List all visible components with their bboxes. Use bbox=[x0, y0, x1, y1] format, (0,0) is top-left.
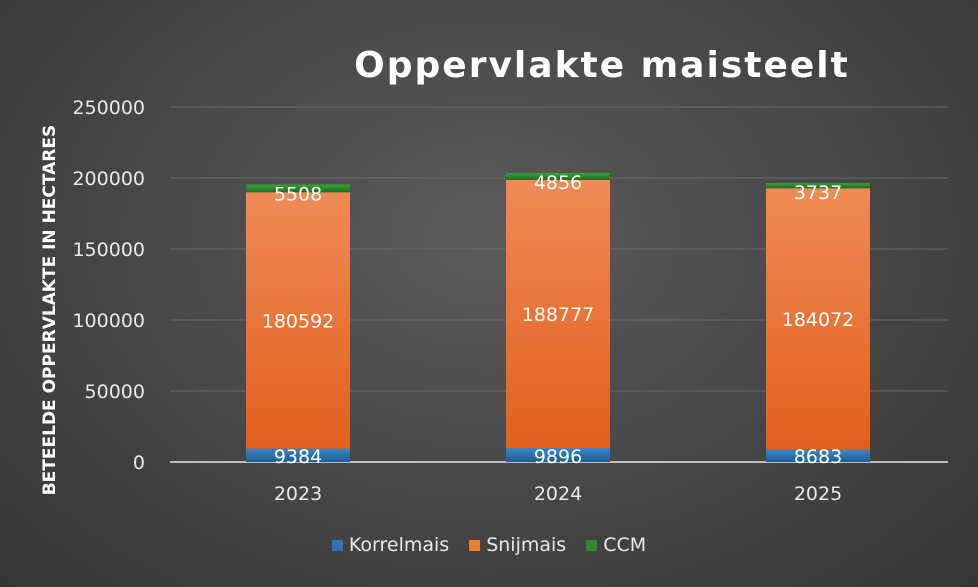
y-axis-label: BETEELDE OPPERVLAKTE IN HECTARES bbox=[40, 125, 60, 496]
data-label: 5508 bbox=[274, 183, 322, 205]
y-tick-label: 200000 bbox=[72, 168, 145, 190]
data-label: 188777 bbox=[522, 304, 595, 326]
bar-segment-snijmais bbox=[506, 179, 610, 448]
data-label: 184072 bbox=[782, 309, 855, 331]
legend-swatch bbox=[586, 539, 598, 551]
legend-label: Snijmais bbox=[486, 534, 567, 556]
bar-segment-korrelmais bbox=[506, 447, 610, 462]
x-tick-label: 2023 bbox=[274, 483, 322, 505]
bar-segment-snijmais bbox=[766, 188, 870, 450]
data-label: 3737 bbox=[794, 182, 842, 204]
data-label: 4856 bbox=[534, 172, 582, 194]
y-tick-label: 100000 bbox=[72, 310, 145, 332]
data-label: 180592 bbox=[262, 310, 335, 332]
data-label: 9384 bbox=[274, 446, 322, 468]
legend-label: Korrelmais bbox=[348, 534, 450, 556]
bar-segment-ccm bbox=[766, 182, 870, 189]
bar-segment-korrelmais bbox=[766, 449, 870, 462]
y-tick-label: 0 bbox=[133, 452, 145, 474]
y-tick-label: 150000 bbox=[72, 239, 145, 261]
legend-item: Snijmais bbox=[469, 534, 566, 556]
y-tick-label: 50000 bbox=[85, 381, 145, 403]
chart-title: Oppervlakte maisteelt bbox=[354, 45, 850, 86]
legend-item: CCM bbox=[586, 534, 646, 556]
y-tick-label: 250000 bbox=[72, 97, 145, 119]
bar-segment-ccm bbox=[246, 184, 350, 193]
legend: Korrelmais Snijmais CCM bbox=[0, 534, 978, 556]
data-label: 9896 bbox=[534, 446, 582, 468]
bar-segment-ccm bbox=[506, 172, 610, 180]
legend-swatch bbox=[331, 539, 343, 551]
legend-swatch bbox=[469, 539, 481, 551]
legend-label: CCM bbox=[603, 534, 647, 556]
legend-item: Korrelmais bbox=[331, 534, 450, 556]
bar-segment-snijmais bbox=[246, 192, 350, 449]
x-tick-label: 2024 bbox=[534, 483, 582, 505]
data-label: 8683 bbox=[794, 446, 842, 468]
x-tick-label: 2025 bbox=[794, 483, 842, 505]
bar-segment-korrelmais bbox=[246, 448, 350, 462]
